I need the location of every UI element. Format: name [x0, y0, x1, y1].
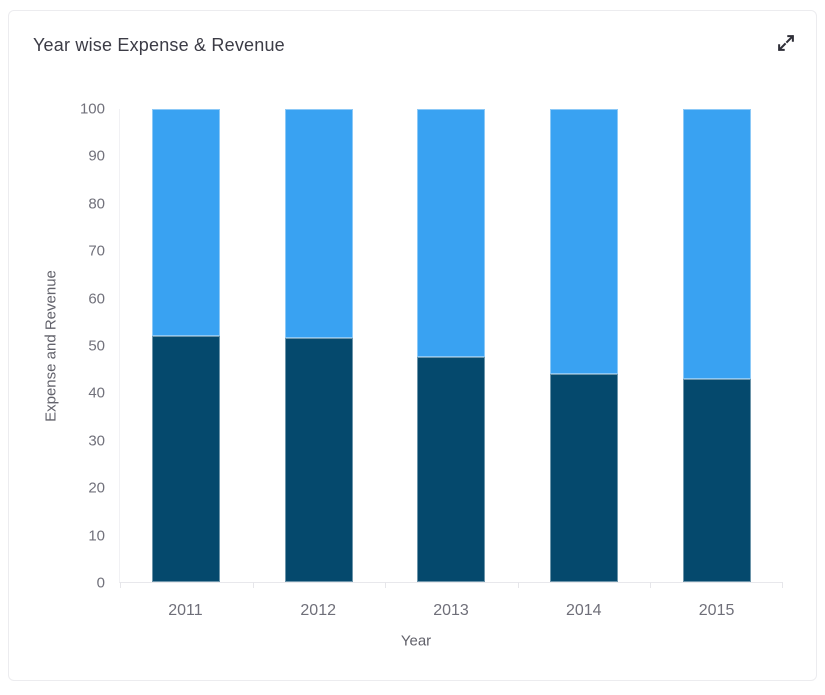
stacked-bar-2014[interactable]	[550, 109, 619, 582]
x-axis-tick-label: 2011	[168, 602, 203, 619]
x-axis-title: Year	[400, 632, 432, 650]
bar-segment-expense-2015[interactable]	[682, 378, 751, 582]
bar-segment-expense-2013[interactable]	[417, 357, 486, 582]
chart-title: Year wise Expense & Revenue	[33, 35, 285, 55]
expand-icon	[778, 35, 794, 51]
stacked-bar-2013[interactable]	[417, 109, 486, 582]
bar-segment-expense-2014[interactable]	[550, 373, 619, 582]
stacked-bar-2011[interactable]	[152, 109, 221, 582]
x-axis-tick-label: 2012	[300, 602, 336, 619]
y-axis-tick-label: 70	[88, 242, 105, 260]
y-axis-tick-label: 80	[88, 195, 105, 213]
y-axis-tick-label: 100	[79, 100, 105, 118]
y-axis-tick-label: 40	[88, 384, 105, 402]
x-axis-tick-mark	[782, 582, 783, 588]
y-axis-tick-label: 50	[88, 337, 105, 355]
bar-slot-2012	[253, 109, 386, 582]
x-axis-tick-mark	[650, 582, 652, 588]
x-axis-tick-mark	[385, 582, 387, 588]
stacked-bar-2015[interactable]	[682, 109, 751, 582]
bar-segment-revenue-2015[interactable]	[682, 109, 751, 379]
bar-segment-expense-2011[interactable]	[152, 336, 221, 582]
bar-slot-2013	[385, 109, 518, 582]
bar-segment-revenue-2012[interactable]	[284, 109, 353, 339]
y-axis-tick-label: 60	[88, 290, 105, 308]
y-axis-tick-label: 0	[96, 574, 105, 592]
stacked-bar-plot-area	[119, 109, 783, 588]
y-axis-tick-labels: 0 10 20 30 40 50 60 70 80 90 100	[9, 101, 105, 592]
bar-segment-revenue-2011[interactable]	[152, 109, 221, 337]
x-axis-tick-label: 2015	[698, 602, 735, 619]
bar-slot-2011	[120, 109, 253, 582]
y-axis-tick-label: 20	[88, 479, 105, 497]
y-axis-tick-label: 30	[88, 432, 105, 450]
x-axis-tick-label: 2014	[565, 602, 602, 619]
y-axis-tick-label: 10	[88, 527, 105, 545]
expand-button[interactable]	[770, 27, 802, 59]
x-axis-tick-mark	[120, 582, 121, 588]
bar-slot-2014	[518, 109, 651, 582]
bar-segment-expense-2012[interactable]	[284, 338, 353, 582]
bar-slot-2015	[650, 109, 783, 582]
x-axis-tick-labels: 2011 2012 2013 2014 2015	[119, 599, 783, 623]
chart-card: Year wise Expense & Revenue Expense and …	[8, 10, 817, 681]
x-axis-tick-label: 2013	[433, 602, 469, 619]
bar-segment-revenue-2013[interactable]	[417, 109, 486, 358]
x-axis-tick-mark	[252, 582, 254, 588]
x-axis-tick-mark	[517, 582, 519, 588]
stacked-bar-2012[interactable]	[284, 109, 353, 582]
y-axis-tick-label: 90	[88, 147, 105, 165]
bar-segment-revenue-2014[interactable]	[550, 109, 619, 374]
